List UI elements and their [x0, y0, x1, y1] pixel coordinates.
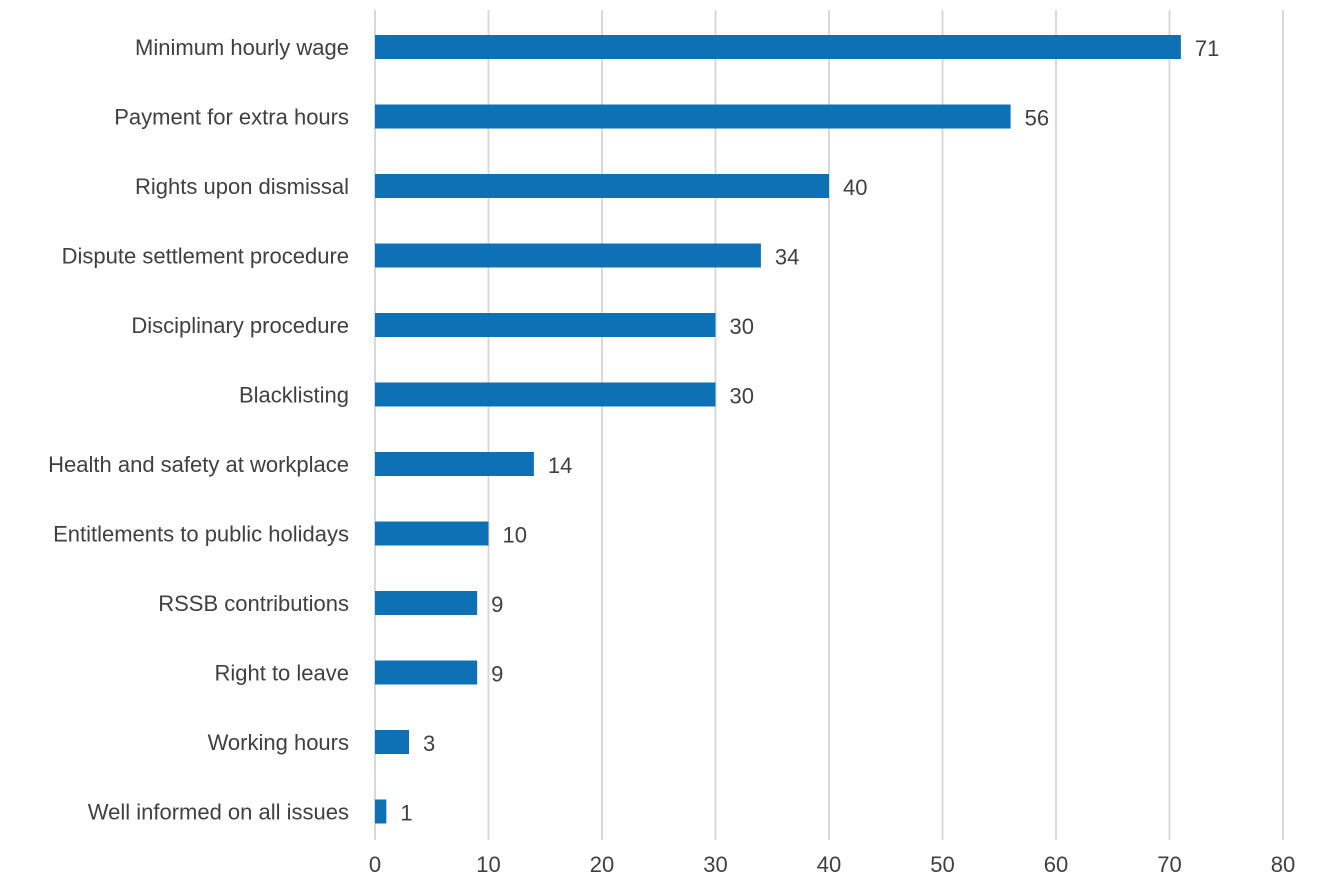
- data-label: 56: [1025, 106, 1049, 131]
- bar: [375, 730, 410, 754]
- data-label: 40: [843, 175, 867, 200]
- x-tick-label: 70: [1157, 852, 1181, 877]
- x-axis-tick-labels: 0 10 20 30 40 50 60 70 80: [369, 852, 1295, 877]
- x-tick-label: 80: [1271, 852, 1295, 877]
- category-label: Blacklisting: [239, 383, 349, 408]
- bar: [375, 174, 829, 198]
- bar: [375, 313, 716, 337]
- data-label: 34: [775, 245, 799, 270]
- data-label: 30: [730, 384, 754, 409]
- category-label: Dispute settlement procedure: [62, 244, 349, 269]
- category-label: Right to leave: [214, 661, 349, 686]
- category-label: Disciplinary procedure: [131, 313, 349, 338]
- data-label: 1: [400, 801, 412, 826]
- category-label: Payment for extra hours: [114, 105, 349, 130]
- bar: [375, 521, 489, 546]
- x-tick-label: 0: [369, 852, 381, 877]
- data-label: 10: [503, 523, 527, 548]
- data-label: 9: [491, 592, 503, 617]
- category-label: Minimum hourly wage: [135, 35, 349, 60]
- category-label: RSSB contributions: [158, 591, 349, 616]
- bar: [375, 660, 478, 685]
- x-tick-label: 50: [930, 852, 954, 877]
- category-label: Rights upon dismissal: [135, 174, 349, 199]
- x-tick-label: 20: [590, 852, 614, 877]
- data-labels: 71 56 40 34 30 30 14 10 9 9 3 1: [400, 36, 1219, 826]
- bar: [375, 243, 761, 268]
- data-label: 14: [548, 453, 572, 478]
- bar: [375, 591, 478, 615]
- bars: [375, 35, 1181, 824]
- x-tick-label: 60: [1044, 852, 1068, 877]
- data-label: 30: [730, 314, 754, 339]
- data-label: 3: [423, 731, 435, 756]
- x-tick-label: 30: [703, 852, 727, 877]
- x-tick-label: 10: [476, 852, 500, 877]
- category-label: Well informed on all issues: [88, 800, 349, 825]
- category-label: Health and safety at workplace: [48, 452, 349, 477]
- category-labels: Minimum hourly wage Payment for extra hou…: [48, 35, 349, 825]
- category-label: Working hours: [208, 730, 349, 755]
- data-label: 9: [491, 662, 503, 687]
- x-tick-label: 40: [817, 852, 841, 877]
- bar: [375, 799, 387, 824]
- bar: [375, 382, 716, 407]
- bar: [375, 104, 1011, 129]
- bar: [375, 452, 534, 476]
- category-label: Entitlements to public holidays: [53, 522, 349, 547]
- data-label: 71: [1195, 36, 1219, 61]
- bar: [375, 35, 1181, 59]
- gridlines: [374, 10, 1284, 840]
